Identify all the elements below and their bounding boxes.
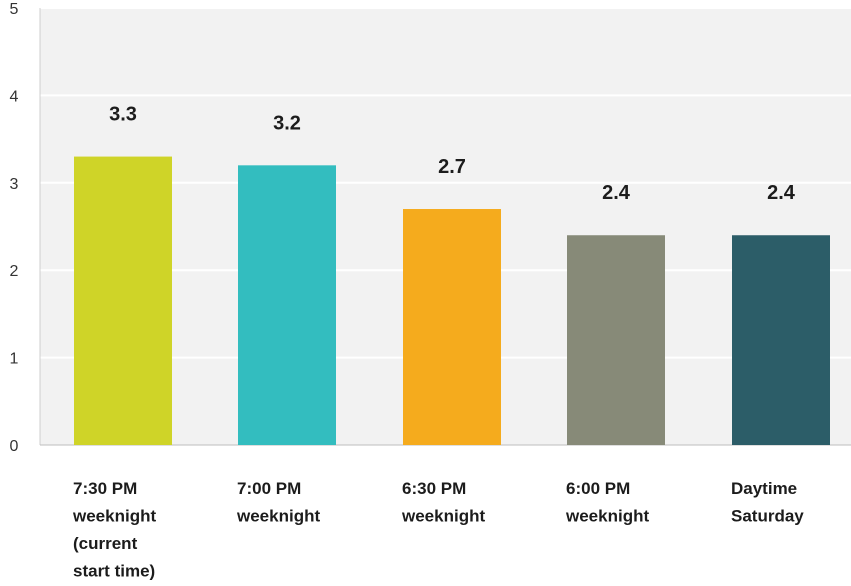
y-tick-label: 1 [10, 351, 19, 368]
y-tick-label: 3 [10, 176, 19, 193]
data-label: 2.7 [438, 156, 466, 178]
x-tick-label: 7:30 PM weeknight (current start time) [72, 479, 156, 581]
x-tick-label-line: 7:00 PM [237, 479, 301, 498]
x-tick-label-line: weeknight [236, 507, 320, 526]
y-tick-label: 0 [10, 438, 19, 455]
x-tick-label-line: 7:30 PM [73, 479, 137, 498]
bar [403, 209, 501, 445]
bars [74, 156, 830, 445]
bar [567, 235, 665, 445]
y-tick-label: 2 [10, 263, 19, 280]
x-tick-label-line: weeknight [565, 507, 649, 526]
x-tick-label: 6:00 PM weeknight [565, 479, 649, 526]
data-label: 2.4 [602, 182, 631, 204]
bar [732, 235, 830, 445]
data-label: 3.3 [109, 104, 137, 126]
y-axis: 0 1 2 3 4 5 [10, 1, 19, 455]
bar [238, 165, 336, 445]
x-tick-label-line: weeknight [401, 507, 485, 526]
x-tick-label-line: 6:00 PM [566, 479, 630, 498]
data-label: 2.4 [767, 182, 796, 204]
data-label: 3.2 [273, 112, 301, 134]
x-tick-label-line: Saturday [731, 507, 804, 526]
x-tick-label-line: Daytime [731, 479, 797, 498]
x-tick-label-line: (current [73, 534, 138, 553]
x-tick-label: Daytime Saturday [731, 479, 804, 526]
x-tick-label-line: start time) [73, 562, 155, 581]
x-tick-label: 6:30 PM weeknight [401, 479, 485, 526]
x-tick-label: 7:00 PM weeknight [236, 479, 320, 526]
y-tick-label: 4 [10, 88, 19, 105]
x-axis: 7:30 PM weeknight (current start time) 7:00 … [72, 479, 804, 581]
x-tick-label-line: 6:30 PM [402, 479, 466, 498]
x-tick-label-line: weeknight [72, 507, 156, 526]
bar [74, 156, 172, 445]
y-tick-label: 5 [10, 1, 19, 18]
data-labels: 3.3 3.2 2.7 2.4 2.4 [109, 104, 796, 205]
